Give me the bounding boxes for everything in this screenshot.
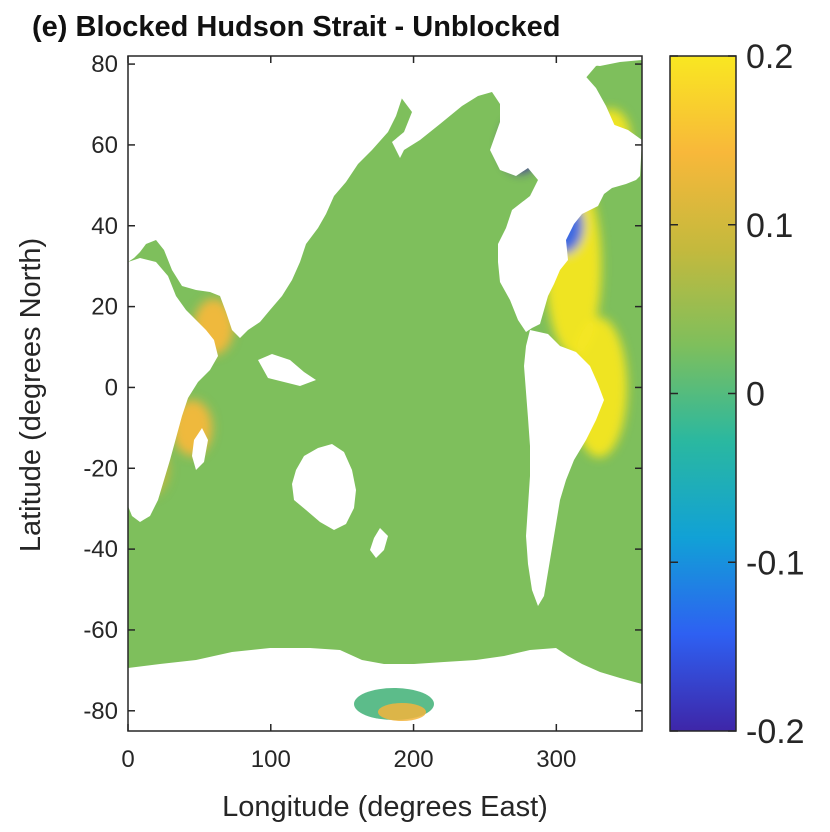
land-new-zealand: [370, 528, 388, 558]
y-tick-label-1: 60: [91, 132, 118, 159]
land-greenland: [550, 62, 622, 178]
y-tick-label-5: -20: [83, 455, 118, 482]
cb-tick-label-2: 0: [746, 376, 765, 414]
land-africa: [128, 258, 218, 522]
y-tick-label-4: 0: [105, 374, 118, 401]
colorbar-ticks: 0.2 0.1 0 -0.1 -0.2: [670, 38, 805, 751]
colorbar: 0.2 0.1 0 -0.1 -0.2: [669, 38, 805, 751]
cb-tick-label-0: 0.2: [746, 38, 793, 76]
plot-frame: [127, 55, 643, 732]
land-north-america: [128, 56, 642, 332]
cb-tick-label-1: 0.1: [746, 207, 793, 245]
y-axis-label: Latitude (degrees North): [15, 238, 47, 552]
map-plot: [128, 56, 642, 731]
cb-tick-label-3: -0.1: [746, 544, 805, 582]
land-south-america: [524, 330, 604, 606]
x-tick-label-0: 0: [121, 746, 134, 773]
land-australia: [292, 444, 356, 530]
land-indonesia: [258, 354, 316, 386]
x-axis: 0 100 200 300: [121, 56, 576, 773]
y-tick-label-3: 20: [91, 294, 118, 321]
land-eurasia: [128, 56, 642, 338]
chart-title: (e) Blocked Hudson Strait - Unblocked: [32, 11, 561, 43]
land-madagascar: [192, 428, 208, 470]
ross-sea-anomaly: [378, 703, 426, 721]
y-tick-label-2: 40: [91, 213, 118, 240]
cb-tick-label-4: -0.2: [746, 713, 805, 751]
land-masks: [128, 56, 642, 731]
colorbar-gradient: [669, 55, 737, 732]
y-tick-label-0: 80: [91, 51, 118, 78]
y-tick-label-8: -80: [83, 698, 118, 725]
x-axis-label: Longitude (degrees East): [222, 791, 548, 823]
y-tick-label-7: -60: [83, 617, 118, 644]
x-tick-label-3: 300: [536, 746, 576, 773]
x-tick-label-2: 200: [394, 746, 434, 773]
y-tick-label-6: -40: [83, 536, 118, 563]
y-axis: 80 60 40 20 0 -20 -40 -60 -80: [83, 51, 642, 725]
x-tick-label-1: 100: [251, 746, 291, 773]
